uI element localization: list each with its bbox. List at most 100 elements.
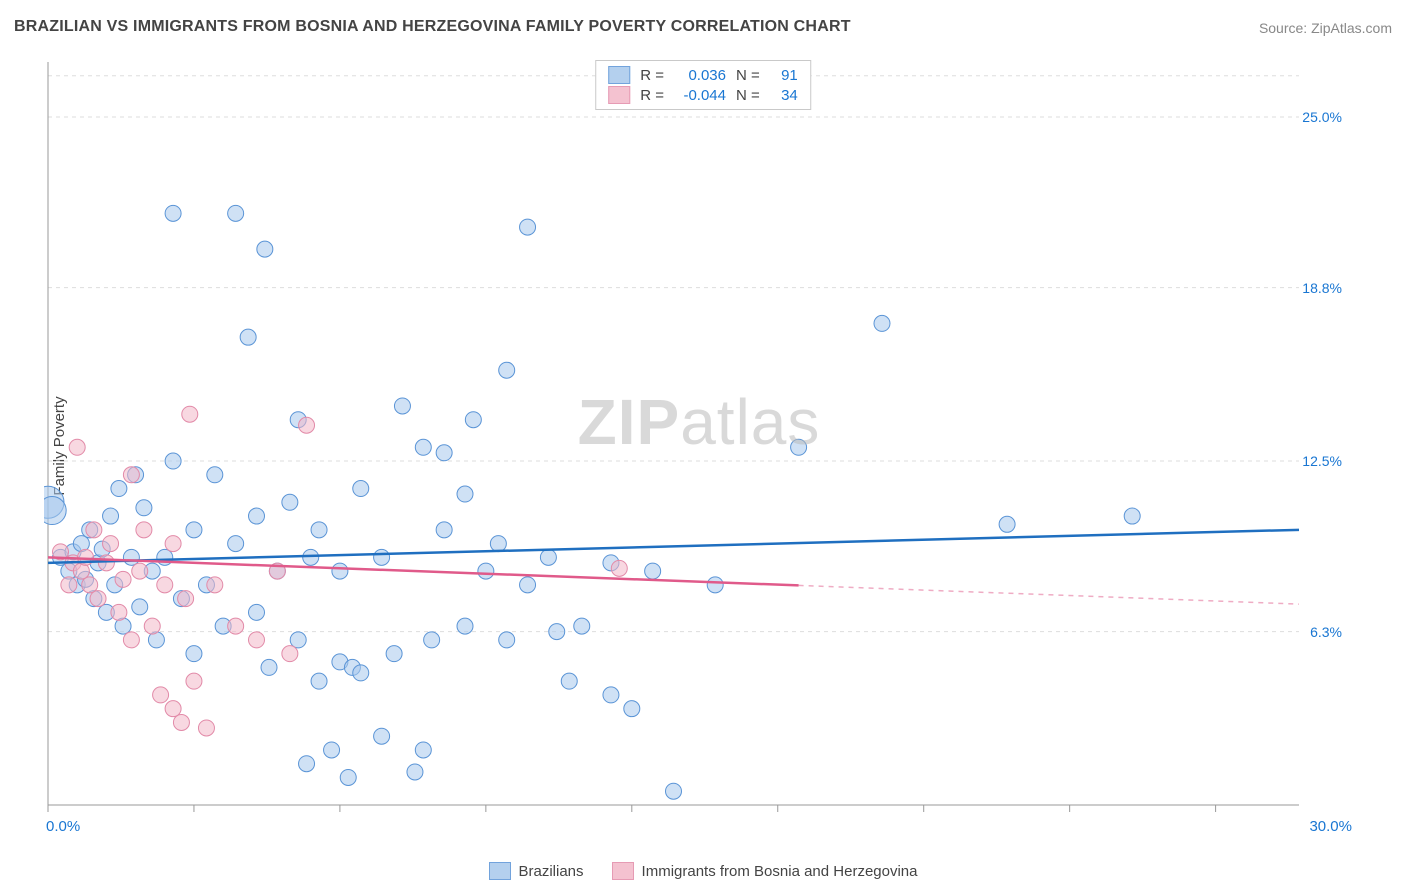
data-point-brazilian (499, 632, 515, 648)
data-point-bosnia (103, 536, 119, 552)
data-point-brazilian (415, 439, 431, 455)
legend-swatch-brazilian (489, 862, 511, 880)
data-point-brazilian (407, 764, 423, 780)
data-point-brazilian (249, 508, 265, 524)
data-point-brazilian (207, 467, 223, 483)
data-point-brazilian (136, 500, 152, 516)
data-point-brazilian (290, 632, 306, 648)
data-point-brazilian (874, 315, 890, 331)
data-point-brazilian (257, 241, 273, 257)
data-point-brazilian (465, 412, 481, 428)
data-point-brazilian (103, 508, 119, 524)
data-point-brazilian (165, 453, 181, 469)
data-point-brazilian (186, 646, 202, 662)
data-point-bosnia (611, 560, 627, 576)
data-point-brazilian (499, 362, 515, 378)
data-point-bosnia (111, 604, 127, 620)
source-name: ZipAtlas.com (1311, 20, 1392, 36)
legend-label-brazilian: Brazilians (519, 863, 584, 880)
data-point-brazilian (478, 563, 494, 579)
data-point-brazilian (249, 604, 265, 620)
data-point-brazilian (186, 522, 202, 538)
y-tick-label: 18.8% (1302, 280, 1342, 296)
legend-item-bosnia: Immigrants from Bosnia and Herzegovina (612, 862, 918, 880)
data-point-bosnia (136, 522, 152, 538)
data-point-brazilian (540, 549, 556, 565)
corr-r-value-bosnia: -0.044 (674, 87, 726, 104)
data-point-brazilian (574, 618, 590, 634)
data-point-brazilian (374, 728, 390, 744)
data-point-brazilian (228, 205, 244, 221)
data-point-bosnia (299, 417, 315, 433)
data-point-bosnia (186, 673, 202, 689)
data-point-brazilian (240, 329, 256, 345)
data-point-brazilian (424, 632, 440, 648)
data-point-bosnia (98, 555, 114, 571)
legend-swatch-bosnia (612, 862, 634, 880)
data-point-brazilian (520, 577, 536, 593)
data-point-brazilian (624, 701, 640, 717)
data-point-brazilian (123, 549, 139, 565)
data-point-brazilian (707, 577, 723, 593)
corr-n-label: N = (736, 67, 760, 84)
legend-label-bosnia: Immigrants from Bosnia and Herzegovina (642, 863, 918, 880)
data-point-brazilian (44, 497, 66, 525)
data-point-bosnia (282, 646, 298, 662)
data-point-brazilian (457, 486, 473, 502)
data-point-brazilian (311, 673, 327, 689)
corr-n-value-brazilian: 91 (770, 67, 798, 84)
data-point-bosnia (173, 714, 189, 730)
data-point-brazilian (457, 618, 473, 634)
data-point-brazilian (561, 673, 577, 689)
legend-swatch-brazilian (608, 66, 630, 84)
data-point-brazilian (520, 219, 536, 235)
data-point-bosnia (82, 577, 98, 593)
data-point-brazilian (645, 563, 661, 579)
corr-r-label: R = (640, 67, 664, 84)
data-point-bosnia (157, 577, 173, 593)
data-point-brazilian (324, 742, 340, 758)
data-point-brazilian (603, 687, 619, 703)
data-point-bosnia (178, 591, 194, 607)
data-point-brazilian (490, 536, 506, 552)
x-axis-max-label: 30.0% (1309, 818, 1352, 835)
corr-legend-row-bosnia: R =-0.044N =34 (608, 85, 798, 105)
data-point-bosnia (132, 563, 148, 579)
data-point-brazilian (132, 599, 148, 615)
data-point-bosnia (61, 577, 77, 593)
data-point-bosnia (165, 701, 181, 717)
corr-r-value-brazilian: 0.036 (674, 67, 726, 84)
series-legend: Brazilians Immigrants from Bosnia and Her… (0, 862, 1406, 880)
data-point-brazilian (261, 659, 277, 675)
data-point-bosnia (123, 467, 139, 483)
data-point-brazilian (111, 481, 127, 497)
data-point-brazilian (303, 549, 319, 565)
data-point-brazilian (666, 783, 682, 799)
corr-legend-row-brazilian: R = 0.036 N = 91 (608, 65, 798, 85)
data-point-bosnia (86, 522, 102, 538)
data-point-bosnia (198, 720, 214, 736)
y-tick-label: 6.3% (1310, 624, 1342, 640)
data-point-brazilian (386, 646, 402, 662)
data-point-brazilian (999, 516, 1015, 532)
correlation-legend: R = 0.036 N = 91R =-0.044N =34 (595, 60, 811, 110)
data-point-brazilian (394, 398, 410, 414)
data-point-brazilian (791, 439, 807, 455)
data-point-brazilian (436, 522, 452, 538)
data-point-brazilian (353, 481, 369, 497)
data-point-brazilian (1124, 508, 1140, 524)
data-point-bosnia (123, 632, 139, 648)
y-tick-label: 25.0% (1302, 109, 1342, 125)
data-point-bosnia (153, 687, 169, 703)
legend-item-brazilian: Brazilians (489, 862, 584, 880)
legend-swatch-bosnia (608, 86, 630, 104)
data-point-brazilian (282, 494, 298, 510)
corr-n-value-bosnia: 34 (770, 87, 798, 104)
data-point-bosnia (228, 618, 244, 634)
data-point-brazilian (332, 563, 348, 579)
data-point-brazilian (549, 624, 565, 640)
y-tick-label: 12.5% (1302, 453, 1342, 469)
data-point-brazilian (311, 522, 327, 538)
data-point-brazilian (374, 549, 390, 565)
data-point-bosnia (182, 406, 198, 422)
